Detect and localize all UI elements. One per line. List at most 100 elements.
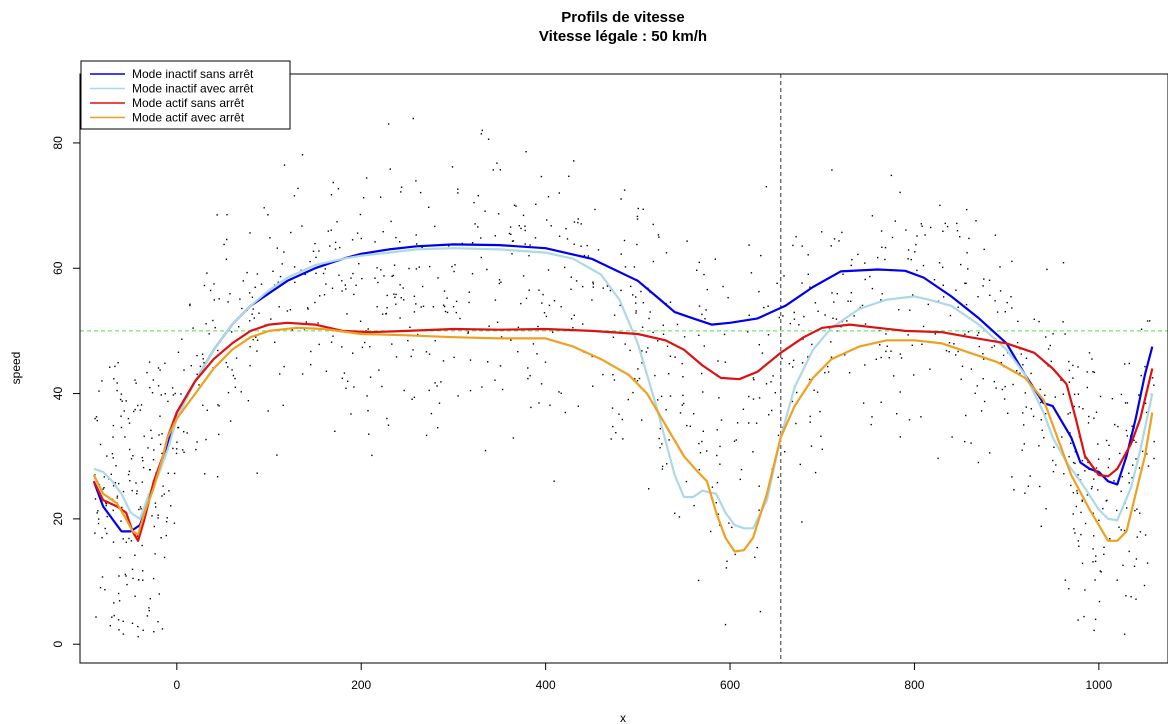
scatter-point <box>158 434 160 436</box>
scatter-point <box>1021 449 1023 451</box>
scatter-point <box>1125 595 1127 597</box>
scatter-point <box>508 232 511 235</box>
scatter-point <box>966 208 968 211</box>
scatter-point <box>1077 366 1079 368</box>
scatter-point <box>358 263 360 265</box>
scatter-point <box>1004 385 1006 388</box>
scatter-point <box>1147 465 1150 467</box>
scatter-point <box>956 222 958 225</box>
scatter-point <box>1139 512 1141 514</box>
scatter-point <box>377 281 379 284</box>
scatter-point <box>821 231 823 233</box>
scatter-point <box>365 177 368 179</box>
scatter-point <box>153 449 155 451</box>
scatter-point <box>168 490 170 492</box>
scatter-point <box>112 436 114 438</box>
x-tick-label: 0 <box>173 678 180 692</box>
scatter-point <box>922 325 925 328</box>
scatter-point <box>301 225 303 227</box>
scatter-point <box>510 233 512 235</box>
scatter-point <box>592 281 594 283</box>
scatter-point <box>152 459 155 461</box>
scatter-point <box>1016 341 1019 344</box>
scatter-point <box>1000 362 1002 364</box>
scatter-point <box>693 504 695 507</box>
scatter-point <box>1146 320 1149 322</box>
scatter-point <box>198 384 200 386</box>
scatter-point <box>455 300 458 303</box>
scatter-point <box>136 492 138 495</box>
scatter-point <box>332 335 334 337</box>
scatter-point <box>118 575 120 577</box>
scatter-point <box>1153 457 1155 460</box>
scatter-point <box>621 418 623 421</box>
scatter-point <box>120 415 122 417</box>
scatter-point <box>795 422 797 425</box>
scatter-point <box>666 345 669 347</box>
scatter-point <box>652 260 655 263</box>
scatter-point <box>978 345 981 348</box>
scatter-point <box>850 264 852 267</box>
scatter-point <box>900 357 903 359</box>
scatter-point <box>381 385 383 388</box>
scatter-point <box>175 452 178 455</box>
scatter-point <box>330 229 332 231</box>
scatter-point <box>792 366 794 368</box>
scatter-point <box>1087 422 1090 424</box>
scatter-point <box>1045 336 1047 338</box>
scatter-point <box>498 282 500 285</box>
scatter-point <box>910 258 912 261</box>
scatter-point <box>112 509 114 512</box>
scatter-point <box>122 620 124 622</box>
scatter-point <box>412 349 414 351</box>
scatter-point <box>383 275 385 277</box>
scatter-point <box>249 292 251 294</box>
scatter-point <box>525 297 528 300</box>
scatter-point <box>166 517 168 519</box>
scatter-point <box>139 409 141 411</box>
scatter-point <box>597 249 600 251</box>
scatter-point <box>564 411 566 414</box>
scatter-point <box>679 412 682 414</box>
scatter-point <box>417 333 419 336</box>
scatter-point <box>223 243 225 246</box>
scatter-point <box>864 262 866 264</box>
scatter-point <box>967 331 970 333</box>
scatter-point <box>428 353 431 355</box>
scatter-point <box>948 342 951 344</box>
scatter-point <box>994 234 997 236</box>
scatter-point <box>142 460 144 462</box>
scatter-point <box>330 341 333 343</box>
scatter-point <box>455 311 457 314</box>
scatter-point <box>681 362 683 365</box>
scatter-point <box>922 264 925 267</box>
scatter-point <box>909 309 911 311</box>
scatter-point <box>814 302 817 304</box>
scatter-point <box>716 429 718 431</box>
scatter-point <box>1002 354 1005 356</box>
scatter-point <box>964 440 966 443</box>
scatter-point <box>138 508 140 511</box>
scatter-point <box>234 386 236 388</box>
scatter-point <box>573 314 575 316</box>
scatter-point <box>1070 442 1072 444</box>
scatter-point <box>1114 423 1116 426</box>
scatter-point <box>831 169 833 171</box>
scatter-point <box>494 235 496 237</box>
scatter-point <box>660 395 663 398</box>
scatter-point <box>443 305 446 308</box>
scatter-point <box>118 600 121 602</box>
scatter-point <box>227 391 230 394</box>
scatter-point <box>542 293 544 296</box>
scatter-point <box>592 286 594 288</box>
scatter-point <box>276 454 278 456</box>
scatter-point <box>989 294 991 296</box>
scatter-point <box>434 225 436 228</box>
scatter-point <box>820 435 822 437</box>
scatter-point <box>140 404 143 406</box>
scatter-point <box>1011 260 1013 263</box>
scatter-point <box>1030 372 1032 375</box>
scatter-point <box>477 226 479 228</box>
scatter-point <box>1019 372 1021 374</box>
scatter-point <box>117 362 119 364</box>
